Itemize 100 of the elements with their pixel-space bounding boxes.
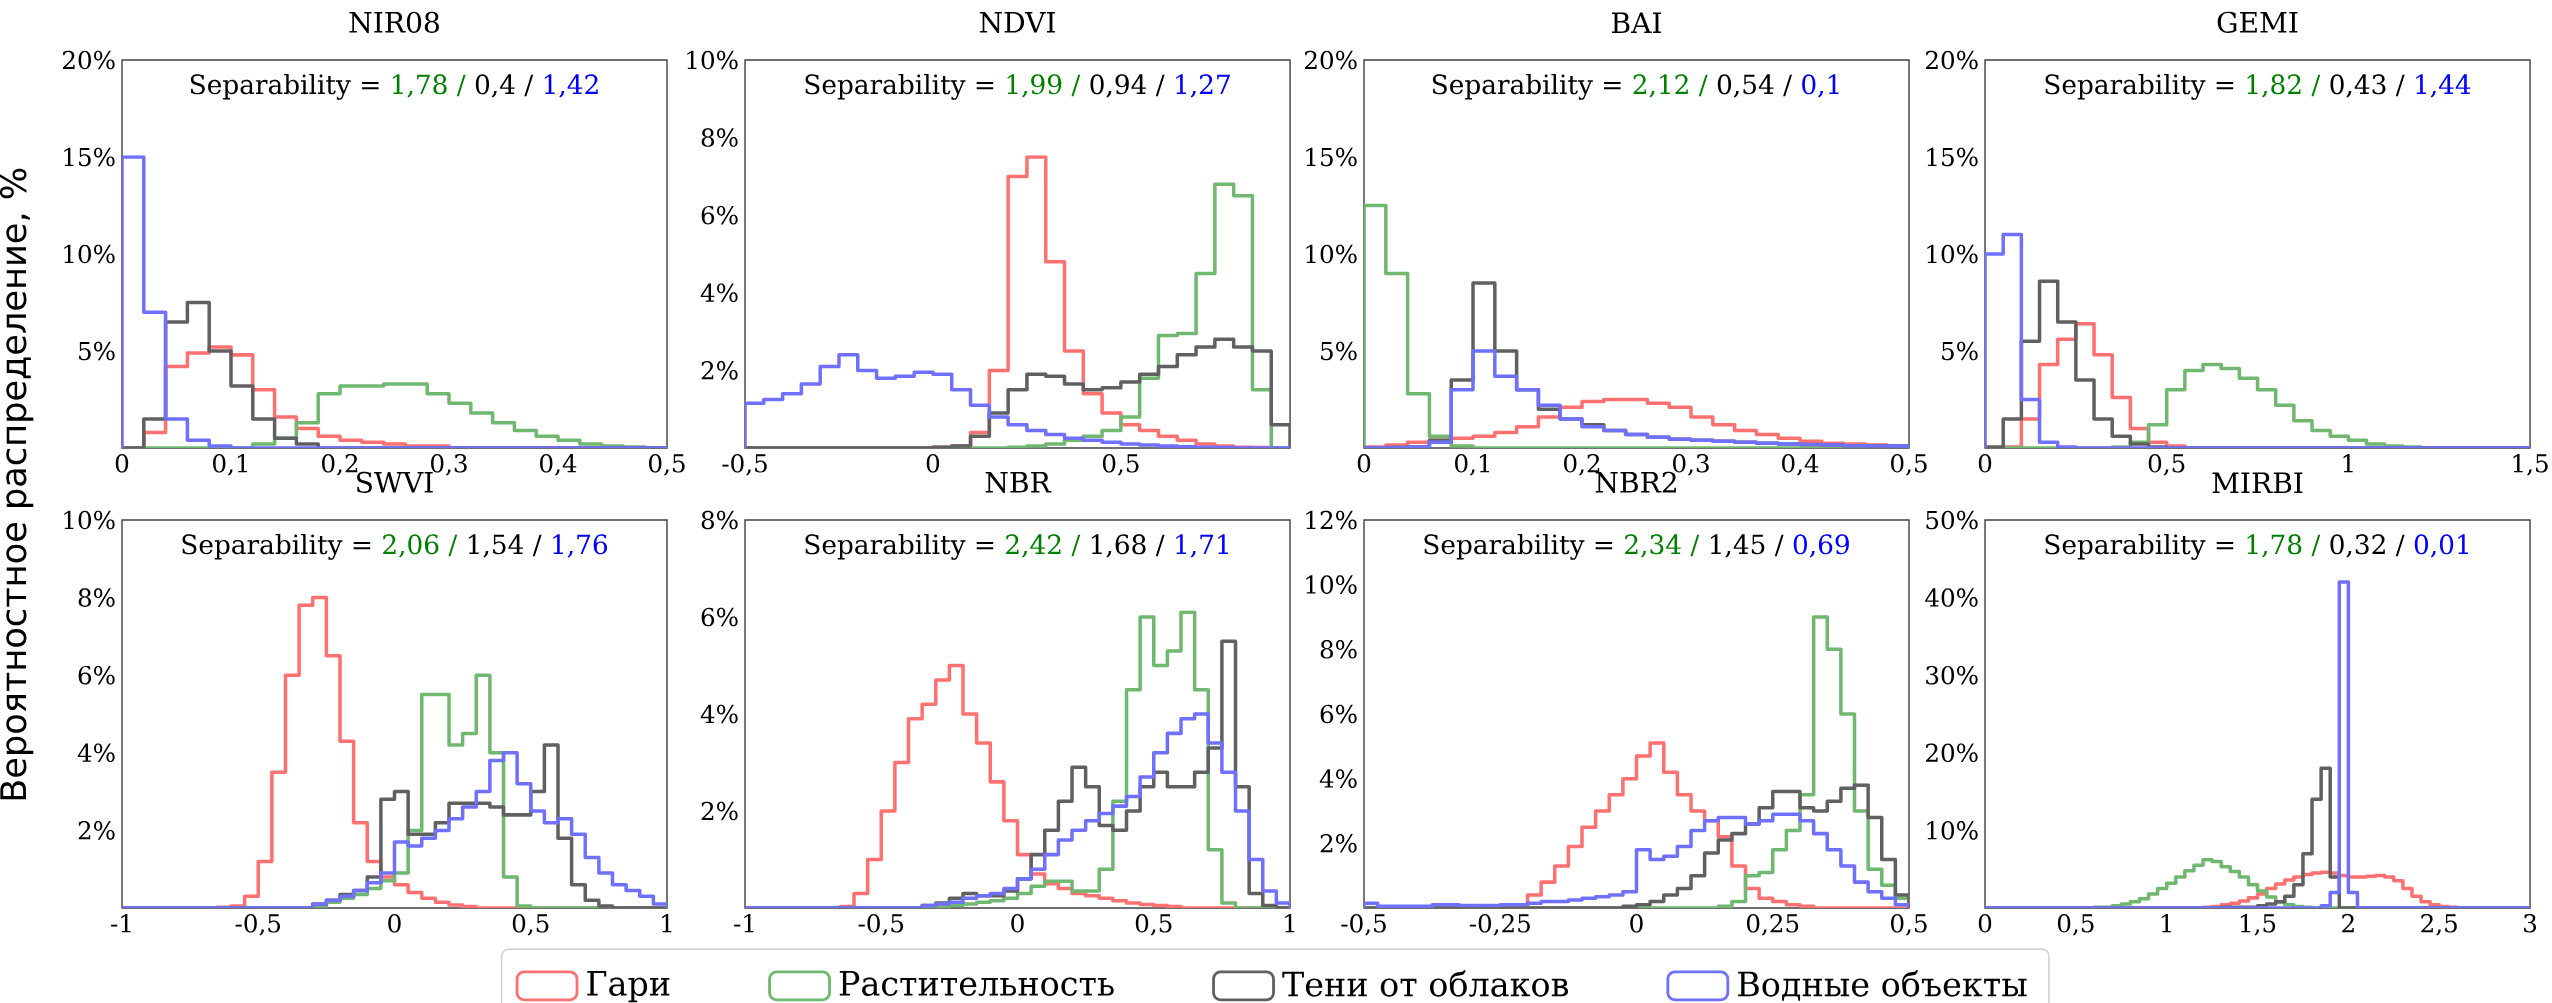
x-tick-label: 0,1 xyxy=(1455,453,1490,476)
chart-title: NBR xyxy=(985,472,1052,493)
y-tick-label: 10% xyxy=(1927,244,1978,264)
y-tick-label: 6% xyxy=(1320,704,1357,724)
annotation: Separability = xyxy=(1424,533,1613,560)
y-tick-label: 4% xyxy=(700,283,738,303)
y-tick-label: 20% xyxy=(63,50,115,70)
annotation: 1,99 / xyxy=(1007,74,1081,98)
x-tick-label: 2 xyxy=(2342,913,2354,933)
y-tick-label: 10% xyxy=(687,50,738,70)
y-tick-label: 8% xyxy=(701,510,738,530)
annotation: 1,54 / xyxy=(468,534,542,558)
chart-title: NIR08 xyxy=(349,11,439,33)
y-tick-label: 4% xyxy=(77,743,115,763)
y-tick-label: 8% xyxy=(1320,640,1357,659)
y-tick-label: 6% xyxy=(78,665,115,685)
x-tick-label: 0,5 xyxy=(2057,913,2094,936)
annotation: 1,78 / xyxy=(2247,534,2321,558)
y-tick-label: 10% xyxy=(64,510,115,530)
annotation: Separability = xyxy=(805,533,994,560)
x-tick-label: 1 xyxy=(2161,913,2171,933)
x-tick-label: 2,5 xyxy=(2421,913,2457,936)
x-tick-label: 0,5 xyxy=(2148,453,2185,476)
x-tick-label: 0,5 xyxy=(1102,453,1139,476)
chart-title: MIRBI xyxy=(2212,472,2303,493)
y-tick-label: 4% xyxy=(1319,769,1357,788)
y-tick-label: 40% xyxy=(1925,588,1978,607)
annotation: 0,94 / xyxy=(1090,74,1165,98)
chart-title: SWVI xyxy=(357,471,433,493)
x-tick-label: 0 xyxy=(388,913,401,933)
x-tick-label: 0,5 xyxy=(1891,913,1927,936)
annotation: 1,78 / xyxy=(392,74,466,98)
y-tick-label: 15% xyxy=(1927,147,1978,167)
x-tick-label: 0,4 xyxy=(540,453,577,476)
annotation: 1,44 xyxy=(2416,74,2471,98)
x-tick-label: -0,5 xyxy=(858,913,904,936)
y-tick-label: 12% xyxy=(1306,510,1357,530)
y-tick-label: 10% xyxy=(1306,244,1357,264)
y-tick-label: 8% xyxy=(701,128,738,147)
annotation: 2,12 / xyxy=(1633,74,1708,98)
y-tick-label: 5% xyxy=(1942,341,1978,361)
x-tick-label: 0 xyxy=(926,453,940,473)
y-tick-label: 20% xyxy=(1926,743,1978,763)
annotation: 2,42 / xyxy=(1006,534,1081,558)
x-tick-label: -0,25 xyxy=(1469,913,1530,936)
annotation: 0,69 xyxy=(1793,534,1849,558)
annotation: Separability = xyxy=(2045,533,2234,560)
legend-label: Водные объекты xyxy=(1738,970,2027,1001)
y-tick-label: 4% xyxy=(700,704,738,724)
annotation: 2,06 / xyxy=(383,534,458,558)
annotation: Separability = xyxy=(190,73,379,100)
y-tick-label: 2% xyxy=(701,801,738,821)
annotation: 0,4 / xyxy=(475,74,534,98)
x-tick-label: 0,3 xyxy=(431,453,467,476)
x-tick-label: 0 xyxy=(1357,453,1371,473)
x-tick-label: 0 xyxy=(1978,453,1992,473)
y-tick-label: 15% xyxy=(1306,147,1357,167)
x-tick-label: 1 xyxy=(1285,913,1295,933)
x-tick-label: 1 xyxy=(2343,453,2353,473)
y-tick-label: 2% xyxy=(1320,834,1357,853)
x-tick-label: -0,5 xyxy=(1341,913,1386,936)
annotation: Separability = xyxy=(2045,73,2234,100)
annotation: 0,32 / xyxy=(2330,534,2405,558)
y-tick-label: 10% xyxy=(1927,821,1978,840)
y-tick-label: 50% xyxy=(1926,510,1978,530)
annotation: Separability = xyxy=(1432,73,1621,100)
y-axis-title: Вероятностное распределение, % xyxy=(0,168,34,800)
chart-title: BAI xyxy=(1612,12,1661,33)
annotation: 1,71 xyxy=(1176,534,1228,558)
annotation: Separability = xyxy=(805,73,994,100)
legend-label: Тени от облаков xyxy=(1282,970,1569,997)
y-tick-label: 10% xyxy=(1306,575,1357,594)
annotation: 0,43 / xyxy=(2330,74,2405,98)
x-tick-label: 0 xyxy=(115,453,129,473)
annotation: 1,45 / xyxy=(1710,534,1784,558)
y-tick-label: 30% xyxy=(1926,665,1978,685)
x-tick-label: 0 xyxy=(1978,913,1992,933)
x-tick-label: 1 xyxy=(662,913,672,933)
annotation: 2,34 / xyxy=(1625,534,1700,558)
y-tick-label: 2% xyxy=(701,361,738,380)
annotation: 0,54 / xyxy=(1717,74,1792,98)
legend-label: Растительность xyxy=(839,971,1114,996)
annotation: 1,82 / xyxy=(2247,74,2321,98)
y-tick-label: 6% xyxy=(701,205,738,225)
annotation: Separability = xyxy=(182,533,371,560)
y-tick-label: 6% xyxy=(701,607,738,627)
x-tick-label: 0 xyxy=(1011,913,1024,933)
annotation: 0,1 xyxy=(1802,74,1839,98)
x-tick-label: 1,5 xyxy=(2513,453,2548,476)
legend-label: Гари xyxy=(587,971,670,1003)
x-tick-label: 0,2 xyxy=(322,453,358,476)
chart-title: GEMI xyxy=(2217,11,2298,33)
y-tick-label: 20% xyxy=(1926,50,1978,70)
y-tick-label: 2% xyxy=(78,821,115,840)
annotation: 0,01 xyxy=(2414,534,2468,558)
y-tick-label: 5% xyxy=(79,341,115,361)
y-tick-label: 10% xyxy=(64,244,115,264)
x-tick-label: 0,4 xyxy=(1782,453,1819,476)
x-tick-label: -0,5 xyxy=(722,453,767,476)
y-tick-label: 15% xyxy=(64,147,115,167)
